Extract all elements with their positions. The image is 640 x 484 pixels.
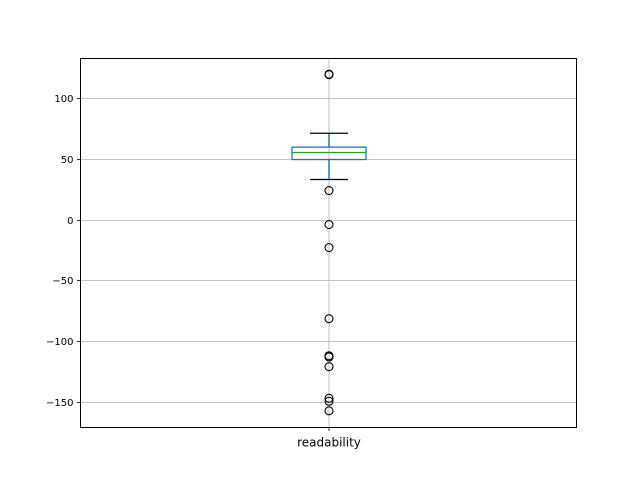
outlier-point <box>324 220 334 230</box>
box <box>291 146 367 161</box>
outlier-point <box>324 406 334 416</box>
y-axis: 100 50 0 −50 −100 −150 <box>46 94 81 409</box>
x-axis: readability <box>297 427 361 450</box>
axes-frame <box>80 58 577 428</box>
outlier-point <box>324 185 334 196</box>
y-tick-label: 50 <box>61 155 74 166</box>
grid <box>80 58 577 428</box>
outlier-point <box>324 243 334 253</box>
y-tick-label: 100 <box>54 94 73 105</box>
y-tick-label: 0 <box>67 216 73 227</box>
outlier-point <box>324 396 334 406</box>
outlier-point <box>324 352 334 362</box>
outlier-point <box>324 362 334 372</box>
y-tick-label: −50 <box>52 276 73 287</box>
y-tick-label: −150 <box>46 398 73 409</box>
boxes <box>291 69 367 416</box>
y-tick-label: −100 <box>46 337 73 348</box>
outlier-point <box>324 69 334 79</box>
outlier-point <box>324 314 334 324</box>
x-tick-label: readability <box>297 436 361 450</box>
outlier-point <box>324 393 334 403</box>
